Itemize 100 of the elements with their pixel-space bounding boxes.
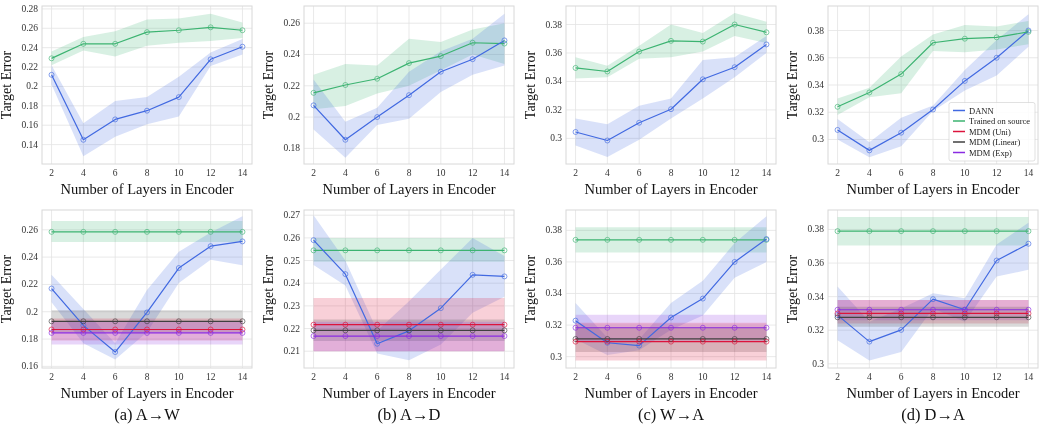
x-axis-title: Number of Layers in Encoder <box>322 385 496 401</box>
x-tick-label: 8 <box>930 372 936 382</box>
y-tick-label: 0.34 <box>545 288 563 299</box>
y-tick-label: 0.38 <box>545 225 563 236</box>
x-tick-label: 4 <box>604 168 610 178</box>
y-axis-title: Target Error <box>261 50 276 120</box>
y-tick-label: 0.32 <box>807 325 825 336</box>
x-tick-label: 10 <box>436 372 446 382</box>
x-tick-label: 10 <box>174 168 184 178</box>
x-tick-label: 4 <box>342 372 348 382</box>
y-tick-label: 0.2 <box>26 81 39 92</box>
y-tick-label: 0.18 <box>283 143 301 154</box>
x-tick-label: 14 <box>1023 168 1034 178</box>
text: (c) W→A <box>637 405 705 424</box>
x-tick-label: 14 <box>1023 372 1034 382</box>
x-tick-label: 6 <box>374 372 380 382</box>
y-tick-label: 0.22 <box>283 80 301 91</box>
y-tick-label: 0.32 <box>807 107 825 118</box>
x-tick-label: 2 <box>49 372 55 382</box>
x-tick-label: 10 <box>960 372 970 382</box>
x-tick-label: 4 <box>604 372 610 382</box>
x-tick-label: 4 <box>80 372 86 382</box>
x-axis-title: Number of Layers in Encoder <box>846 385 1020 401</box>
y-tick-label: 0.27 <box>283 210 301 221</box>
legend-label: MDM (Exp) <box>969 147 1012 158</box>
x-tick-label: 6 <box>112 372 118 382</box>
y-tick-label: 0.22 <box>283 323 301 334</box>
x-tick-label: 8 <box>144 372 150 382</box>
y-tick-label: 0.14 <box>21 139 39 150</box>
y-tick-label: 0.32 <box>545 104 563 115</box>
x-axis-title: Number of Layers in Encoder <box>584 385 758 401</box>
y-tick-label: 0.22 <box>21 62 39 73</box>
x-tick-label: 8 <box>668 372 674 382</box>
y-tick-label: 0.24 <box>21 42 39 53</box>
x-axis-title: Number of Layers in Encoder <box>846 181 1020 197</box>
y-tick-label: 0.38 <box>545 19 563 30</box>
y-tick-label: 0.26 <box>283 18 301 29</box>
x-tick-label: 10 <box>436 168 446 178</box>
y-tick-label: 0.38 <box>807 224 825 235</box>
x-tick-label: 8 <box>406 372 412 382</box>
y-tick-label: 0.24 <box>21 252 39 263</box>
y-axis-title: Target Error <box>261 254 276 324</box>
y-tick-label: 0.24 <box>283 278 301 289</box>
x-tick-label: 6 <box>636 168 642 178</box>
x-tick-label: 12 <box>729 168 740 178</box>
x-tick-label: 14 <box>499 372 510 382</box>
x-tick-label: 12 <box>205 372 216 382</box>
x-tick-label: 12 <box>467 168 478 178</box>
x-tick-label: 4 <box>80 168 86 178</box>
x-tick-label: 10 <box>698 168 708 178</box>
legend-label: MDM (Uni) <box>969 126 1011 137</box>
y-tick-label: 0.21 <box>283 346 301 357</box>
x-tick-label: 2 <box>311 168 317 178</box>
y-tick-label: 0.36 <box>807 258 825 269</box>
x-tick-label: 14 <box>499 168 510 178</box>
x-tick-label: 14 <box>761 372 772 382</box>
x-tick-label: 4 <box>342 168 348 178</box>
y-axis-title: Target Error <box>0 50 14 120</box>
y-tick-label: 0.23 <box>283 300 301 311</box>
y-tick-label: 0.18 <box>21 100 39 111</box>
x-tick-label: 8 <box>668 168 674 178</box>
y-axis-title: Target Error <box>785 254 800 324</box>
y-tick-label: 0.36 <box>545 47 563 58</box>
y-tick-label: 0.34 <box>807 291 825 302</box>
y-tick-label: 0.28 <box>21 3 39 14</box>
legend-label: MDM (Linear) <box>969 137 1021 147</box>
x-tick-label: 12 <box>205 168 216 178</box>
y-tick-label: 0.22 <box>21 279 39 290</box>
x-tick-label: 8 <box>930 168 936 178</box>
y-tick-label: 0.2 <box>26 306 39 317</box>
text: (a) A→W <box>114 405 181 424</box>
x-axis-title: Number of Layers in Encoder <box>60 385 234 401</box>
y-tick-label: 0.3 <box>550 133 563 144</box>
x-tick-label: 6 <box>374 168 380 178</box>
x-tick-label: 12 <box>467 372 478 382</box>
x-tick-label: 6 <box>112 168 118 178</box>
x-tick-label: 2 <box>573 168 579 178</box>
y-tick-label: 0.25 <box>283 255 301 266</box>
y-tick-label: 0.34 <box>807 80 825 90</box>
y-axis-title: Target Error <box>523 50 538 120</box>
x-tick-label: 2 <box>835 168 841 178</box>
y-tick-label: 0.3 <box>812 134 825 145</box>
x-axis-title: Number of Layers in Encoder <box>60 181 234 197</box>
x-tick-label: 12 <box>991 372 1002 382</box>
y-tick-label: 0.26 <box>21 23 39 34</box>
x-tick-label: 12 <box>729 372 740 382</box>
y-axis-title: Target Error <box>785 50 800 120</box>
x-tick-label: 10 <box>174 372 184 382</box>
x-tick-label: 2 <box>835 372 841 382</box>
y-tick-label: 0.26 <box>21 224 39 235</box>
x-tick-label: 12 <box>991 168 1002 178</box>
y-tick-label: 0.36 <box>545 256 563 267</box>
x-tick-label: 4 <box>866 372 872 382</box>
text: (b) A→D <box>377 405 441 424</box>
x-tick-label: 14 <box>237 168 248 178</box>
y-tick-label: 0.16 <box>21 120 39 131</box>
y-tick-label: 0.24 <box>283 49 301 60</box>
x-tick-label: 10 <box>960 168 970 178</box>
y-tick-label: 0.2 <box>288 112 301 123</box>
x-axis-title: Number of Layers in Encoder <box>322 181 496 197</box>
